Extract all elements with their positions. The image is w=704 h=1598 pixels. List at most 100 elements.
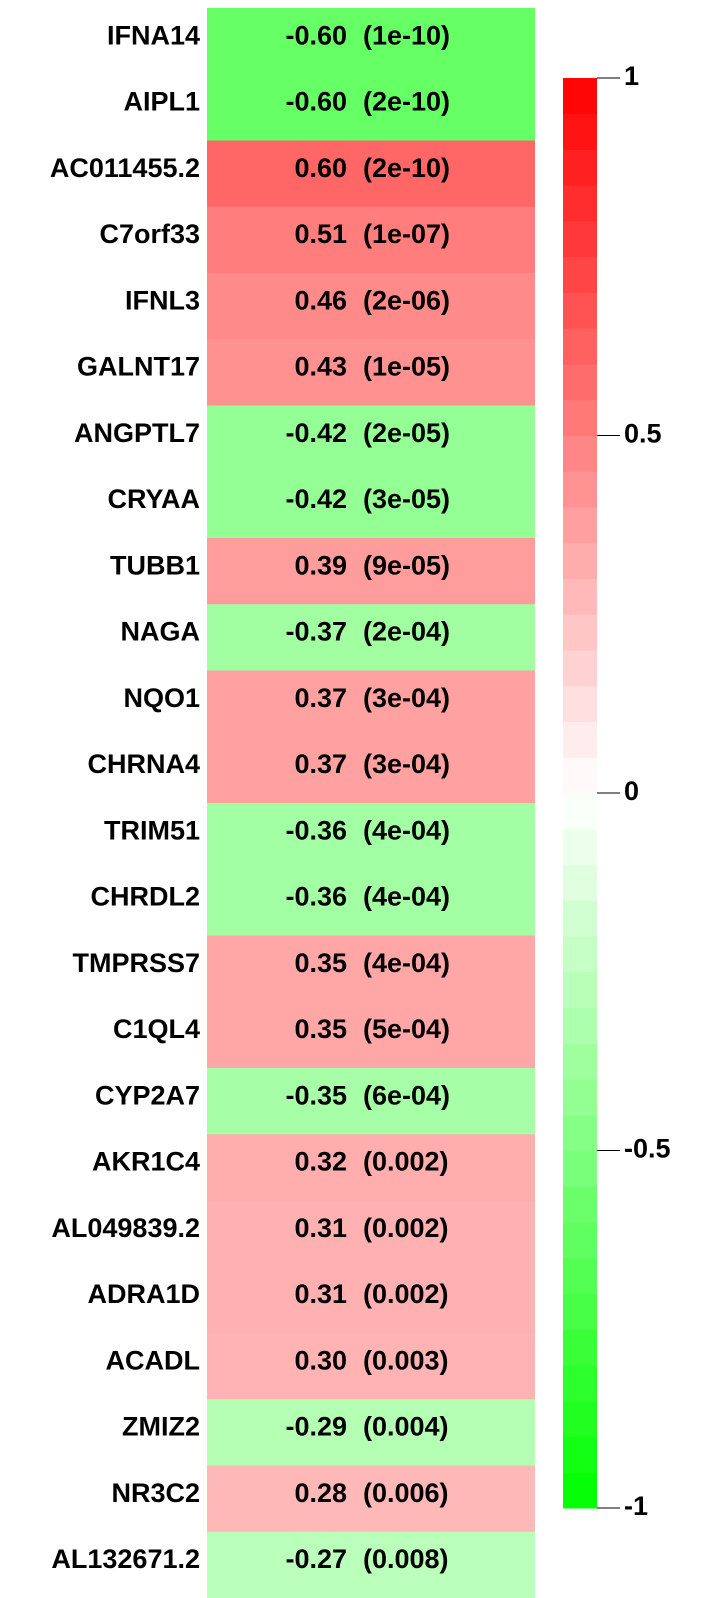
colorbar-step — [563, 650, 597, 687]
value-label: 0.31 — [294, 1213, 347, 1243]
colorbar-step — [563, 864, 597, 901]
value-label: 0.37 — [294, 749, 347, 779]
row-label: AKR1C4 — [92, 1147, 200, 1177]
heatmap-cell — [207, 74, 535, 141]
heatmap-cell — [207, 1134, 535, 1201]
heatmap-cell — [207, 1465, 535, 1533]
row-label: GALNT17 — [77, 352, 200, 382]
row-label: C7orf33 — [99, 219, 200, 249]
row-label: AIPL1 — [123, 87, 200, 117]
pvalue-label: (0.002) — [363, 1279, 449, 1309]
colorbar-step — [563, 149, 597, 186]
row-label: ADRA1D — [87, 1279, 200, 1309]
pvalue-label: (0.002) — [363, 1213, 449, 1243]
heatmap-cell — [207, 736, 535, 804]
pvalue-label: (3e-04) — [363, 683, 450, 713]
heatmap-cell — [207, 140, 535, 208]
heatmap-cell — [207, 206, 535, 274]
colorbar-step — [563, 1186, 597, 1223]
colorbar-step — [563, 292, 597, 329]
row-label: CHRNA4 — [87, 749, 200, 779]
row-label: AC011455.2 — [50, 153, 200, 183]
value-label: 0.37 — [294, 683, 347, 713]
heatmap-cell — [207, 1068, 535, 1135]
row-label: TMPRSS7 — [72, 948, 200, 978]
heatmap-cell — [207, 604, 535, 671]
colorbar-step — [563, 542, 597, 579]
value-label: 0.51 — [294, 219, 347, 249]
colorbar-step — [563, 328, 597, 365]
value-label: 0.32 — [294, 1147, 347, 1177]
row-label: ACADL — [106, 1345, 201, 1375]
pvalue-label: (0.004) — [363, 1412, 449, 1442]
value-label: 0.31 — [294, 1279, 347, 1309]
colorbar-step — [563, 578, 597, 615]
colorbar-step — [563, 1222, 597, 1259]
pvalue-label: (6e-04) — [363, 1080, 450, 1110]
pvalue-label: (4e-04) — [363, 882, 450, 912]
colorbar-tick-label: -0.5 — [624, 1134, 671, 1164]
pvalue-label: (2e-10) — [363, 153, 450, 183]
heatmap-cell — [207, 670, 535, 738]
value-label: 0.35 — [294, 948, 347, 978]
row-label: NR3C2 — [111, 1478, 200, 1508]
pvalue-label: (4e-04) — [363, 815, 450, 845]
row-label: ANGPTL7 — [74, 418, 200, 448]
heatmap-cell — [207, 405, 535, 473]
colorbar-step — [563, 221, 597, 258]
colorbar-step — [563, 685, 597, 722]
value-label: 0.60 — [294, 153, 347, 183]
heatmap-cell — [207, 339, 535, 406]
colorbar-step — [563, 256, 597, 293]
colorbar-step — [563, 900, 597, 937]
pvalue-label: (3e-04) — [363, 749, 450, 779]
colorbar-step — [563, 1472, 597, 1509]
value-label: 0.28 — [294, 1478, 347, 1508]
colorbar-step — [563, 1436, 597, 1473]
pvalue-label: (9e-05) — [363, 550, 450, 580]
pvalue-label: (2e-05) — [363, 418, 450, 448]
pvalue-label: (2e-06) — [363, 285, 450, 315]
colorbar-step — [563, 936, 597, 973]
pvalue-label: (1e-05) — [363, 352, 450, 382]
value-label: 0.30 — [294, 1345, 347, 1375]
row-label: NQO1 — [123, 683, 200, 713]
pvalue-label: (2e-04) — [363, 617, 450, 647]
row-label: TRIM51 — [104, 815, 200, 845]
value-label: -0.36 — [285, 882, 347, 912]
heatmap-cell — [207, 471, 535, 539]
heatmap-cell — [207, 803, 535, 870]
value-label: -0.29 — [285, 1412, 347, 1442]
value-label: 0.43 — [294, 352, 347, 382]
value-label: -0.60 — [285, 20, 347, 50]
heatmap-cell — [207, 1266, 535, 1334]
colorbar-step — [563, 185, 597, 222]
row-label: AL132671.2 — [51, 1544, 200, 1574]
colorbar-step — [563, 1079, 597, 1116]
colorbar-step — [563, 507, 597, 544]
colorbar-step — [563, 614, 597, 651]
colorbar-step — [563, 1150, 597, 1187]
pvalue-label: (0.008) — [363, 1544, 449, 1574]
pvalue-label: (1e-10) — [363, 20, 450, 50]
colorbar-step — [563, 1293, 597, 1330]
colorbar-step — [563, 721, 597, 758]
heatmap-cell — [207, 273, 535, 340]
colorbar-step — [563, 1007, 597, 1044]
pvalue-label: (0.003) — [363, 1345, 449, 1375]
colorbar-step — [563, 971, 597, 1008]
value-label: -0.27 — [285, 1544, 347, 1574]
row-label: IFNA14 — [107, 20, 200, 50]
value-label: 0.35 — [294, 1014, 347, 1044]
row-label: CHRDL2 — [90, 882, 200, 912]
pvalue-label: (0.002) — [363, 1147, 449, 1177]
row-label: IFNL3 — [125, 285, 200, 315]
value-label: 0.46 — [294, 285, 347, 315]
colorbar-step — [563, 1365, 597, 1402]
colorbar-step — [563, 757, 597, 794]
pvalue-label: (0.006) — [363, 1478, 449, 1508]
row-label: TUBB1 — [110, 550, 200, 580]
heatmap-cell — [207, 538, 535, 605]
row-label: AL049839.2 — [51, 1213, 200, 1243]
